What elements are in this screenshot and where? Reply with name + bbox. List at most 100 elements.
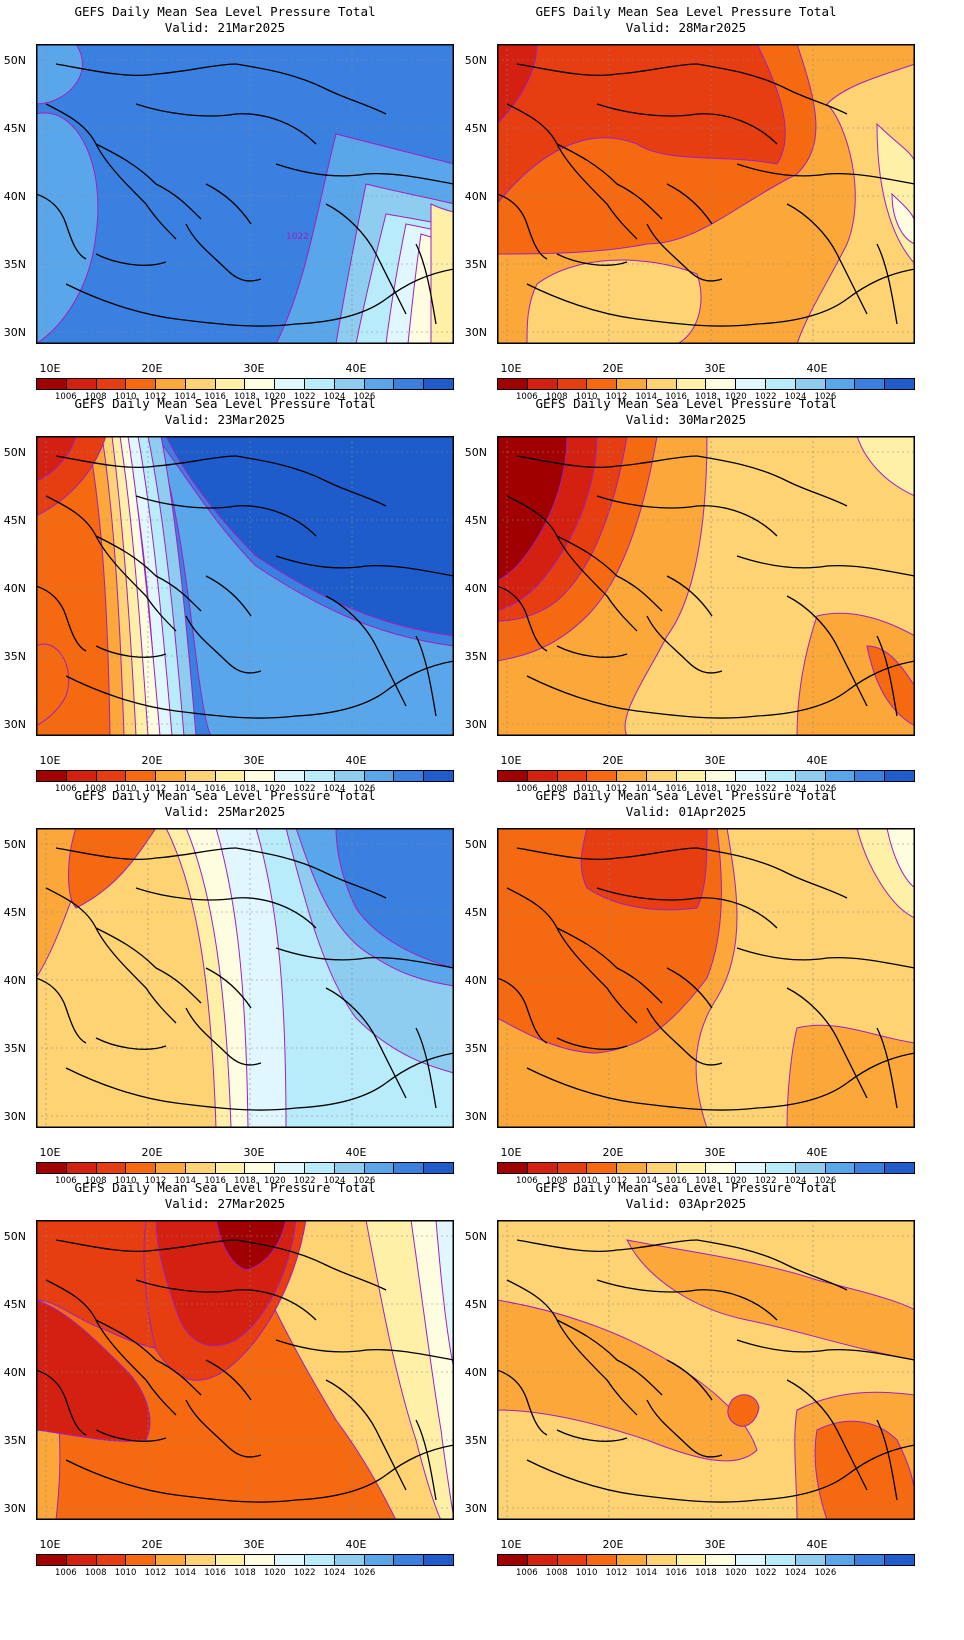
- colorbar: [497, 770, 915, 782]
- map-frame: [497, 828, 915, 1128]
- colorbar-swatch: [766, 771, 796, 781]
- lat-tick-label: 35N: [464, 1434, 487, 1447]
- colorbar-tick-label: 1026: [814, 1176, 837, 1186]
- colorbar-tick-label: 1018: [234, 392, 256, 402]
- lat-tick-label: 50N: [3, 446, 26, 459]
- country-border: [556, 1319, 663, 1396]
- lat-tick-label: 50N: [3, 838, 26, 851]
- colorbar-swatch: [617, 771, 647, 781]
- country-border: [95, 1037, 167, 1050]
- lon-tick-label: 10E: [500, 754, 522, 767]
- country-border: [36, 193, 87, 260]
- country-border: [497, 193, 548, 260]
- colorbar-swatch: [185, 1555, 216, 1565]
- lon-tick-label: 20E: [141, 1146, 163, 1159]
- colorbar-swatch: [305, 1555, 335, 1565]
- colorbar-swatch: [736, 379, 767, 389]
- pressure-contour-region: [36, 44, 83, 105]
- lat-tick-label: 50N: [464, 446, 487, 459]
- colorbar-swatch: [215, 379, 246, 389]
- colorbar-tick-label: 1006: [55, 392, 77, 402]
- country-border: [846, 1052, 915, 1084]
- country-border: [696, 847, 848, 899]
- panel-title: GEFS Daily Mean Sea Level Pressure Total: [74, 788, 376, 803]
- pressure-map: [497, 44, 915, 344]
- lat-tick-label: 45N: [464, 514, 487, 527]
- panel-title: GEFS Daily Mean Sea Level Pressure Total: [535, 4, 837, 19]
- pressure-map: [36, 436, 454, 736]
- country-border: [95, 143, 202, 220]
- lat-tick-label: 35N: [464, 258, 487, 271]
- colorbar-swatch: [766, 1163, 796, 1173]
- colorbar-swatch: [96, 771, 127, 781]
- lat-tick-label: 40N: [3, 582, 26, 595]
- country-border: [235, 847, 387, 899]
- lon-tick-label: 10E: [39, 362, 61, 375]
- colorbar-swatch: [215, 1163, 246, 1173]
- colorbar-swatch: [617, 1555, 647, 1565]
- country-border: [235, 455, 387, 507]
- colorbar-tick-label: 1018: [695, 1568, 717, 1578]
- lat-tick-label: 40N: [464, 974, 487, 987]
- colorbar-tick-label: 1024: [784, 392, 807, 402]
- colorbar-swatch: [766, 1555, 796, 1565]
- colorbar-swatch: [676, 1163, 707, 1173]
- lat-tick-label: 30N: [3, 1110, 26, 1123]
- country-border: [45, 103, 177, 240]
- country-border: [516, 847, 698, 861]
- colorbar-swatch: [795, 1555, 826, 1565]
- colorbar-swatch: [825, 771, 856, 781]
- pressure-contour-region: [814, 1420, 915, 1520]
- colorbar-swatch: [885, 1555, 914, 1565]
- colorbar-tick-label: 1020: [725, 392, 747, 402]
- country-border: [325, 1379, 407, 1491]
- lat-tick-label: 30N: [3, 718, 26, 731]
- panel-valid-date: Valid: 25Mar2025: [164, 804, 286, 819]
- lon-tick-label: 30E: [243, 1146, 265, 1159]
- colorbar-swatch: [617, 379, 647, 389]
- colorbar-tick-label: 1008: [545, 1176, 568, 1186]
- lat-tick-label: 35N: [3, 650, 26, 663]
- country-border: [666, 967, 713, 1009]
- colorbar-tick-label: 1006: [55, 1568, 77, 1578]
- country-border: [696, 63, 848, 115]
- country-border: [846, 268, 915, 300]
- colorbar-swatch: [587, 1163, 618, 1173]
- colorbar-tick-label: 1020: [264, 1176, 286, 1186]
- colorbar-tick-label: 1008: [545, 1568, 568, 1578]
- colorbar-tick-label: 1024: [784, 784, 807, 794]
- colorbar-swatch: [364, 771, 395, 781]
- colorbar-tick-label: 1010: [114, 1176, 137, 1186]
- colorbar: [36, 378, 454, 390]
- colorbar-tick-label: 1026: [814, 784, 837, 794]
- pressure-contour-region: [165, 436, 454, 637]
- colorbar-swatch: [334, 1555, 365, 1565]
- pressure-map: 1022: [36, 44, 454, 344]
- colorbar-swatch: [156, 771, 186, 781]
- lon-tick-label: 10E: [39, 754, 61, 767]
- country-border: [736, 555, 915, 577]
- colorbar-swatch: [825, 1163, 856, 1173]
- country-border: [876, 1419, 898, 1501]
- country-border: [556, 645, 628, 658]
- country-border: [497, 585, 548, 652]
- colorbar-swatch: [646, 1555, 677, 1565]
- colorbar-swatch: [424, 771, 453, 781]
- colorbar-swatch: [305, 1163, 335, 1173]
- country-border: [55, 847, 237, 861]
- colorbar-swatch: [334, 379, 365, 389]
- country-border: [736, 947, 915, 969]
- lon-tick-label: 20E: [141, 362, 163, 375]
- country-border: [596, 495, 778, 537]
- colorbar-tick-label: 1014: [174, 1568, 197, 1578]
- colorbar-tick-label: 1020: [725, 784, 747, 794]
- lat-tick-label: 50N: [3, 54, 26, 67]
- lat-tick-label: 45N: [3, 122, 26, 135]
- colorbar-tick-label: 1016: [665, 1568, 687, 1578]
- colorbar-tick-label: 1026: [814, 392, 837, 402]
- country-border: [55, 455, 237, 469]
- colorbar-swatch: [364, 1555, 395, 1565]
- colorbar-swatch: [126, 1555, 157, 1565]
- country-border: [526, 1067, 848, 1111]
- pressure-map: [497, 436, 915, 736]
